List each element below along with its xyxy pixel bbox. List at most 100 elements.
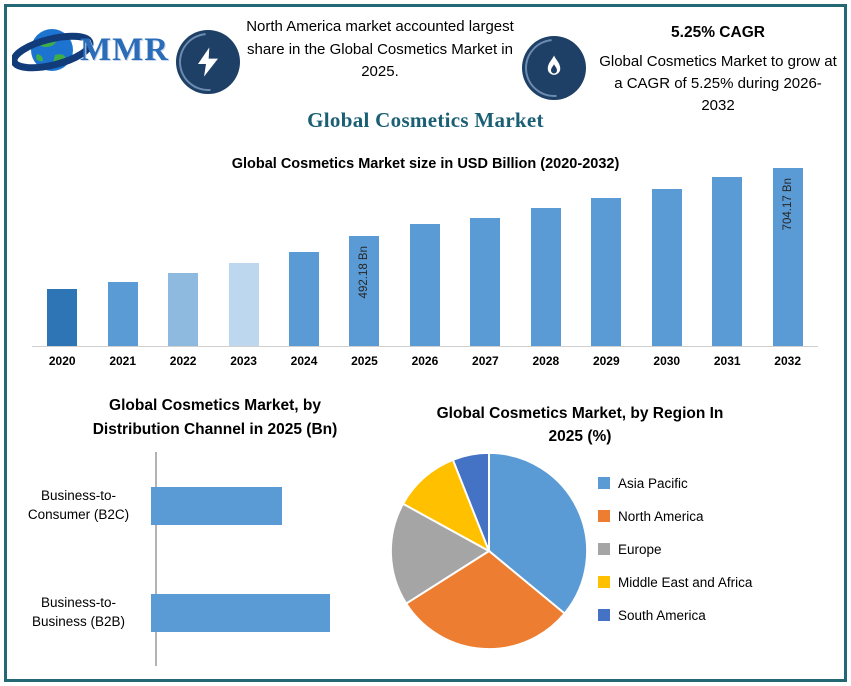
- year-label: 2030: [653, 354, 681, 368]
- bar-2022: [168, 273, 199, 346]
- bar-category: 2023: [214, 354, 274, 368]
- legend-label: Asia Pacific: [618, 475, 688, 491]
- legend-item-south-america: South America: [598, 606, 752, 624]
- year-label: 2020: [48, 354, 76, 368]
- pie-chart-title: Global Cosmetics Market, by Region In 20…: [436, 405, 724, 446]
- pie-slice-north-america: [404, 549, 566, 651]
- hbar-row: Business-to-Consumer (B2C): [16, 486, 382, 526]
- year-label: 2021: [109, 354, 137, 368]
- hbar-chart-title: Global Cosmetics Market, by Distribution…: [92, 397, 338, 439]
- year-label: 2023: [230, 354, 257, 368]
- bar-chart-baseline: [32, 346, 818, 347]
- bar-2026: [409, 224, 440, 346]
- bar-slot: [637, 189, 697, 346]
- legend-label: South America: [618, 607, 706, 623]
- bar-slot: [697, 177, 757, 346]
- pie-slice-middle-east-and-africa: [401, 458, 491, 554]
- pie-slice-asia-pacific: [488, 451, 589, 615]
- cagr-block: 5.25% CAGR Global Cosmetics Market to gr…: [598, 24, 838, 116]
- hbar-axis-line: [155, 452, 157, 666]
- year-label: 2024: [290, 354, 318, 368]
- bar-2024: [289, 252, 320, 346]
- bar-slot: 704.17 Bn: [758, 168, 818, 346]
- hbar-row: Business-to-Business (B2B): [16, 593, 382, 633]
- year-label: 2027: [472, 354, 499, 368]
- pie-chart: [389, 451, 589, 651]
- bar-2028: [530, 208, 561, 346]
- bar-value-label: 492.18 Bn: [358, 246, 371, 299]
- highlight-note: North America market accounted largest s…: [246, 18, 514, 80]
- bar-2032: 704.17 Bn: [772, 168, 803, 346]
- bar-category: 2026: [395, 354, 455, 368]
- cagr-note: Global Cosmetics Market to grow at a CAG…: [599, 53, 837, 114]
- cagr-title: 5.25% CAGR: [671, 24, 765, 41]
- pie-legend: Asia Pacific North America Europe Middle Ea…: [598, 474, 752, 624]
- bar-category: 2022: [153, 354, 213, 368]
- bar-slot: [93, 282, 153, 346]
- bar-category: 2028: [516, 354, 576, 368]
- flame-icon: [522, 36, 586, 100]
- hbar-business-to-consumer-b2c: [151, 486, 282, 525]
- year-label: 2022: [169, 354, 197, 368]
- bar-2025: 492.18 Bn: [349, 236, 380, 346]
- bar-slot: [576, 198, 636, 346]
- hbar-business-to-business-b2b: [151, 593, 331, 632]
- bar-chart-title: Global Cosmetics Market size in USD Bill…: [231, 156, 620, 172]
- legend-swatch: [598, 510, 610, 522]
- hbar-track: [151, 486, 382, 525]
- bar-category: 2030: [637, 354, 697, 368]
- legend-label: Europe: [618, 541, 662, 557]
- bar-2031: [712, 177, 743, 346]
- bar-category: 2031: [697, 354, 757, 368]
- bar-2030: [651, 189, 682, 346]
- bar-slot: [455, 218, 515, 346]
- legend-swatch: [598, 477, 610, 489]
- bar-2023: [228, 263, 259, 346]
- bar-slot: [214, 263, 274, 346]
- bar-slot: [32, 289, 92, 346]
- pie-slice-south-america: [451, 451, 490, 552]
- legend-label: North America: [618, 508, 704, 524]
- year-label: 2025: [351, 354, 378, 368]
- legend-swatch: [598, 576, 610, 588]
- bar-slot: [153, 273, 213, 346]
- bar-slot: [274, 252, 334, 346]
- year-label: 2028: [532, 354, 560, 368]
- bar-2027: [470, 218, 501, 346]
- year-label: 2026: [411, 354, 439, 368]
- lightning-icon: [176, 30, 240, 94]
- legend-item-north-america: North America: [598, 507, 752, 525]
- legend-item-middle-east-and-africa: Middle East and Africa: [598, 573, 752, 591]
- legend-item-europe: Europe: [598, 540, 752, 558]
- legend-swatch: [598, 543, 610, 555]
- pie-slice-europe: [389, 502, 491, 605]
- year-label: 2031: [713, 354, 741, 368]
- bar-category: 2021: [93, 354, 153, 368]
- bar-chart-bars: 492.18 Bn 704.17 Bn: [32, 150, 818, 346]
- year-label: 2032: [774, 354, 801, 368]
- hbar-chart: Business-to-Consumer (B2C) Business-to-Bu…: [16, 452, 382, 666]
- legend-label: Middle East and Africa: [618, 574, 753, 590]
- bar-2020: [47, 289, 78, 346]
- legend-swatch: [598, 609, 610, 621]
- hbar-category-label: Business-to-Business (B2B): [31, 594, 126, 629]
- bar-category: 2032: [758, 354, 818, 368]
- bar-category: 2024: [274, 354, 334, 368]
- bar-slot: [395, 224, 455, 346]
- hbar-track: [151, 593, 382, 632]
- bar-chart-categories: 2020 2021 2022 2023 2024 2025 2026 2027 2028 2029…: [32, 354, 818, 368]
- bar-category: 2020: [32, 354, 92, 368]
- page-title: Global Cosmetics Market: [307, 108, 544, 132]
- bar-category: 2029: [576, 354, 636, 368]
- globe-icon: [12, 29, 94, 72]
- bar-2029: [591, 198, 622, 346]
- mmr-logo: MMR: [12, 8, 177, 94]
- bar-category: 2025: [334, 354, 394, 368]
- bar-2021: [107, 282, 138, 346]
- bar-slot: 492.18 Bn: [334, 236, 394, 346]
- bar-value-label: 704.17 Bn: [781, 178, 794, 231]
- hbar-category-label: Business-to-Consumer (B2C): [27, 487, 130, 522]
- bar-slot: [516, 208, 576, 346]
- legend-item-asia-pacific: Asia Pacific: [598, 474, 752, 492]
- bar-category: 2027: [455, 354, 515, 368]
